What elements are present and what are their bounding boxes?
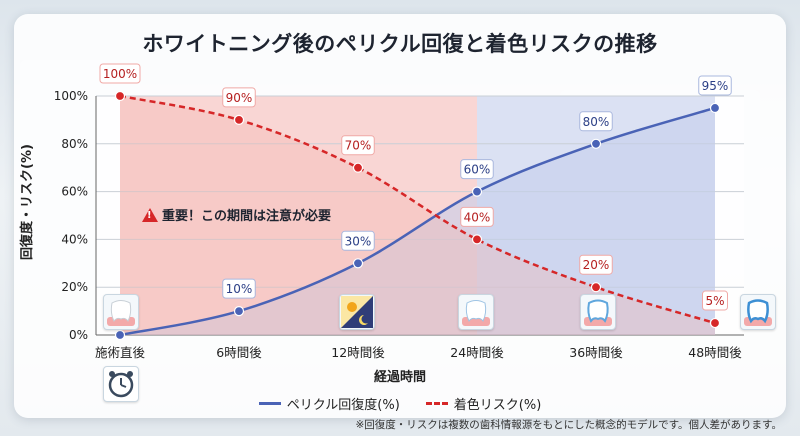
legend: ペリクル回復度(%) 着色リスク(%): [0, 394, 800, 413]
recovery-area: [120, 107, 715, 335]
recovery-data-point: [590, 138, 602, 149]
legend-item-recovery: ペリクル回復度(%): [258, 394, 400, 413]
risk-data-label-box: [341, 135, 375, 156]
risk-data-label-box: [460, 206, 494, 227]
risk-data-label: 5%: [705, 294, 724, 308]
warning-icon: [142, 207, 158, 222]
legend-label-recovery: ペリクル回復度(%): [286, 398, 400, 413]
risk-data-label: 20%: [583, 258, 610, 272]
recovery-data-label: 30%: [345, 234, 372, 248]
legend-item-risk: 着色リスク(%): [425, 394, 542, 413]
y-tick-label: 40%: [61, 232, 88, 246]
risk-data-label: 90%: [226, 91, 253, 105]
recovery-data-point: [471, 186, 483, 197]
recovery-data-label-box: [460, 159, 494, 180]
recovery-data-point: [233, 306, 245, 317]
recovery-series-line: [119, 106, 716, 337]
tooth-icon: [103, 294, 139, 330]
risk-data-label: 40%: [464, 210, 491, 224]
risk-data-point: [590, 282, 602, 293]
risk-data-label-box: [222, 87, 256, 108]
x-tick-label: 48時間後: [688, 345, 742, 360]
alarm-clock-icon: [103, 366, 139, 402]
tooth-icon: [458, 294, 494, 330]
risk-area: [120, 96, 715, 335]
risk-data-label-box: [99, 63, 141, 84]
x-tick-label: 施術直後: [95, 345, 146, 360]
recovery-data-label: 95%: [702, 79, 729, 93]
recovery-data-label: 10%: [226, 282, 253, 296]
warning-text: 重要！この期間は注意が必要: [162, 209, 332, 224]
y-tick-label: 100%: [54, 89, 88, 103]
y-axis-title: 回復度・リスク(%): [20, 144, 35, 260]
x-tick-label: 6時間後: [216, 345, 262, 360]
risk-data-label: 70%: [345, 139, 372, 153]
chart-title: ホワイトニング後のペリクル回復と着色リスクの推移: [142, 32, 658, 56]
x-tick-label: 36時間後: [569, 345, 623, 360]
risk-data-point: [352, 162, 364, 173]
recovery-data-label-box: [222, 278, 256, 299]
risk-data-point: [709, 317, 721, 329]
y-tick-label: 80%: [61, 137, 88, 151]
recovery-data-point: [114, 329, 126, 341]
recovery-data-point: [709, 102, 721, 114]
y-tick-label: 60%: [61, 185, 88, 199]
risk-data-point: [471, 234, 483, 245]
recovery-data-label-box: [579, 111, 613, 132]
x-tick-label: 12時間後: [331, 345, 385, 360]
legend-label-risk: 着色リスク(%): [453, 398, 542, 413]
risk-data-label-box: [702, 290, 728, 311]
legend-swatch-recovery: [258, 402, 281, 405]
risk-data-point: [233, 114, 245, 126]
recovery-data-label-box: [341, 230, 375, 251]
risk-data-point: [114, 90, 126, 102]
risk-data-label: 100%: [103, 67, 137, 81]
footnote: ※回復度・リスクは複数の歯科情報源をもとにした概念的モデルです。個人差があります…: [355, 419, 783, 431]
x-tick-label: 24時間後: [450, 345, 504, 360]
x-axis-title: 経過時間: [373, 370, 426, 385]
legend-swatch-risk: [425, 402, 448, 405]
recovery-data-label: 80%: [583, 115, 610, 129]
risk-data-label-box: [579, 254, 613, 275]
sparkling-tooth-icon: [580, 294, 616, 330]
recovery-data-label: 60%: [464, 163, 491, 177]
warning-annotation: 重要！この期間は注意が必要: [142, 205, 331, 224]
recovery-data-label-box: [698, 75, 732, 96]
sparkling-tooth-icon: [740, 294, 776, 330]
day-night-icon: [339, 294, 375, 330]
y-tick-label: 0%: [69, 328, 88, 342]
recovery-data-point: [352, 258, 364, 269]
risk-series-line: [119, 94, 716, 325]
y-tick-label: 20%: [61, 280, 88, 294]
